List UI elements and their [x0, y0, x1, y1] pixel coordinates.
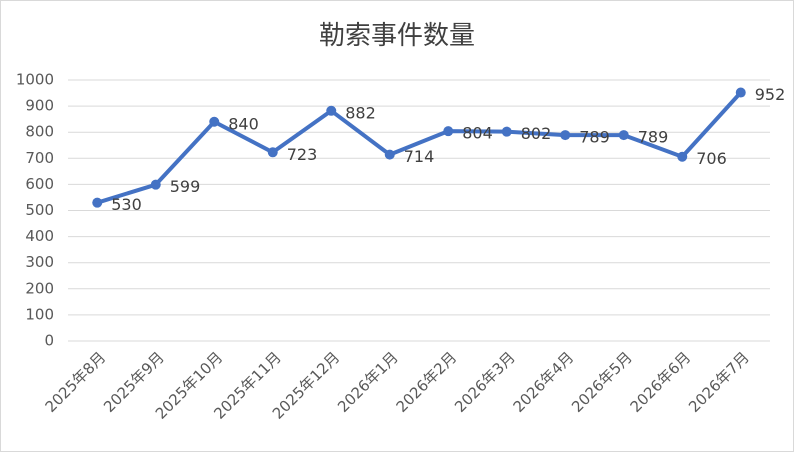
data-label: 599 — [170, 177, 201, 196]
data-label: 530 — [111, 195, 142, 214]
data-label: 789 — [638, 128, 669, 147]
data-point — [92, 197, 103, 208]
data-label: 723 — [287, 145, 318, 164]
y-tick-label: 0 — [44, 332, 54, 350]
data-point — [443, 126, 454, 137]
data-point — [501, 126, 512, 137]
data-label: 882 — [345, 103, 376, 122]
data-point — [326, 105, 337, 116]
y-tick-label: 600 — [25, 175, 54, 193]
y-tick-label: 700 — [25, 149, 54, 167]
data-label: 789 — [579, 128, 610, 147]
data-point — [209, 116, 220, 127]
data-label: 804 — [462, 124, 493, 143]
data-label: 706 — [696, 149, 727, 168]
data-label: 714 — [404, 147, 435, 166]
data-point — [267, 147, 278, 158]
data-point — [384, 149, 395, 160]
y-tick-label: 300 — [25, 253, 54, 271]
data-label: 840 — [228, 114, 259, 133]
chart-title: 勒索事件数量 — [319, 21, 475, 51]
line-series — [96, 91, 743, 205]
y-tick-label: 800 — [25, 123, 54, 141]
data-label: 802 — [521, 124, 552, 143]
data-label: 952 — [755, 85, 786, 104]
data-point — [677, 151, 688, 162]
y-tick-label: 500 — [25, 201, 54, 219]
y-tick-label: 1000 — [16, 71, 54, 89]
data-point — [560, 130, 571, 141]
data-point — [618, 130, 629, 141]
y-tick-label: 100 — [25, 305, 54, 323]
y-tick-label: 200 — [25, 279, 54, 297]
y-tick-label: 900 — [25, 97, 54, 115]
data-point — [150, 179, 161, 190]
y-tick-label: 400 — [25, 227, 54, 245]
data-point — [735, 87, 746, 98]
